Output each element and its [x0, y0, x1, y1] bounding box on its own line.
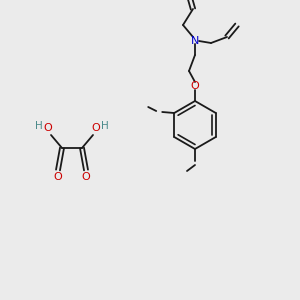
Text: H: H — [101, 121, 109, 131]
Text: O: O — [92, 123, 100, 133]
Text: O: O — [82, 172, 90, 182]
Text: O: O — [54, 172, 62, 182]
Text: O: O — [190, 81, 200, 91]
Text: O: O — [44, 123, 52, 133]
Text: N: N — [191, 36, 199, 46]
Text: H: H — [35, 121, 43, 131]
